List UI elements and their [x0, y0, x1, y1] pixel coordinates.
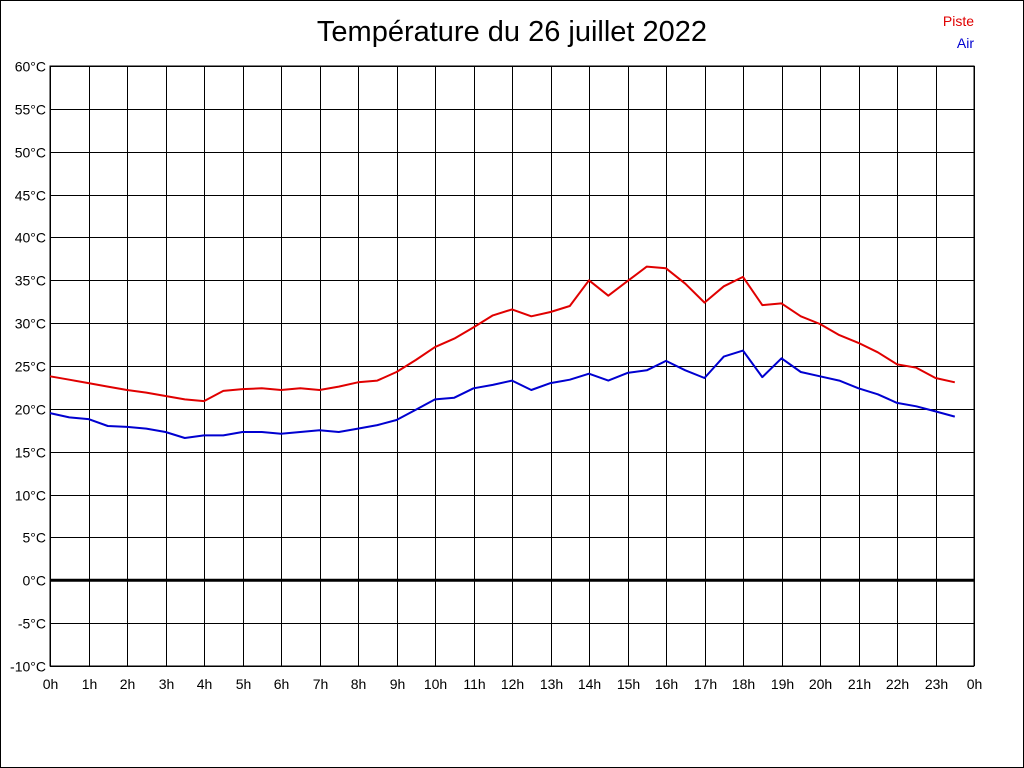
y-tick-label: 5°C — [23, 530, 47, 546]
x-tick-label: 6h — [274, 676, 290, 692]
x-tick-label: 4h — [197, 676, 213, 692]
series-line-air — [49, 349, 956, 439]
x-tick-label: 12h — [501, 676, 524, 692]
x-tick-label: 23h — [925, 676, 948, 692]
x-tick-label: 17h — [694, 676, 717, 692]
y-tick-label: 35°C — [15, 273, 46, 289]
x-tick-label: 16h — [655, 676, 678, 692]
chart-title: Température du 26 juillet 2022 — [316, 16, 708, 48]
legend-piste: Piste — [942, 13, 974, 29]
y-tick-label: 45°C — [15, 188, 46, 204]
x-tick-label: 10h — [424, 676, 447, 692]
x-tick-label: 5h — [236, 676, 252, 692]
x-tick-label: 19h — [771, 676, 794, 692]
y-tick-label: -5°C — [18, 616, 46, 632]
x-tick-label: 21h — [848, 676, 871, 692]
x-tick-label: 15h — [617, 676, 640, 692]
y-tick-label: 40°C — [15, 230, 46, 246]
y-tick-label: 0°C — [23, 573, 47, 589]
x-tick-label: 11h — [463, 676, 485, 692]
x-tick-label: 22h — [886, 676, 909, 692]
series-line-piste — [49, 265, 956, 403]
legend-air: Air — [956, 35, 974, 51]
x-tick-label: 7h — [313, 676, 329, 692]
x-tick-label: 14h — [578, 676, 601, 692]
y-tick-label: 50°C — [15, 145, 46, 161]
y-tick-label: 25°C — [15, 359, 46, 375]
x-tick-label: 13h — [540, 676, 563, 692]
y-tick-label: 20°C — [15, 402, 46, 418]
x-tick-label: 1h — [82, 676, 98, 692]
x-tick-label: 0h — [967, 676, 983, 692]
y-tick-label: -10°C — [10, 659, 46, 675]
y-tick-label: 55°C — [15, 102, 46, 118]
x-tick-label: 18h — [732, 676, 755, 692]
x-tick-label: 2h — [120, 676, 136, 692]
x-tick-label: 3h — [159, 676, 175, 692]
y-tick-label: 60°C — [15, 59, 46, 75]
x-tick-label: 8h — [351, 676, 367, 692]
x-tick-label: 20h — [809, 676, 832, 692]
y-tick-label: 15°C — [15, 445, 46, 461]
y-tick-label: 10°C — [15, 488, 46, 504]
x-tick-label: 9h — [390, 676, 406, 692]
y-tick-label: 30°C — [15, 316, 46, 332]
x-tick-label: 0h — [43, 676, 59, 692]
